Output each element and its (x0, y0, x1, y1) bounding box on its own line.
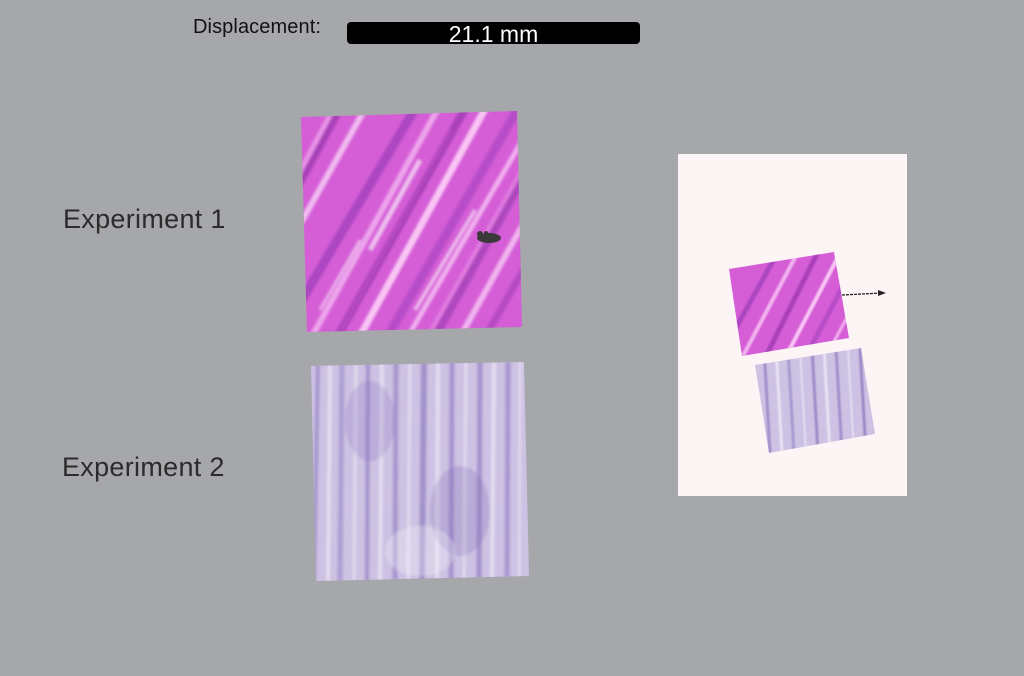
experiment-1-label: Experiment 1 (63, 204, 226, 234)
experiment-2-label: Experiment 2 (62, 452, 225, 482)
displacement-value: 21.1 mm (347, 22, 640, 46)
displacement-label: Displacement: (193, 16, 322, 38)
experiment-1-tissue-sample[interactable] (300, 110, 522, 332)
arrow-right-icon (842, 290, 886, 296)
overview-experiment-1-thumbnail (729, 252, 849, 356)
probe-icon[interactable] (477, 231, 501, 243)
overview-experiment-2-thumbnail (755, 348, 875, 453)
experiment-2-tissue-sample[interactable] (310, 361, 530, 582)
